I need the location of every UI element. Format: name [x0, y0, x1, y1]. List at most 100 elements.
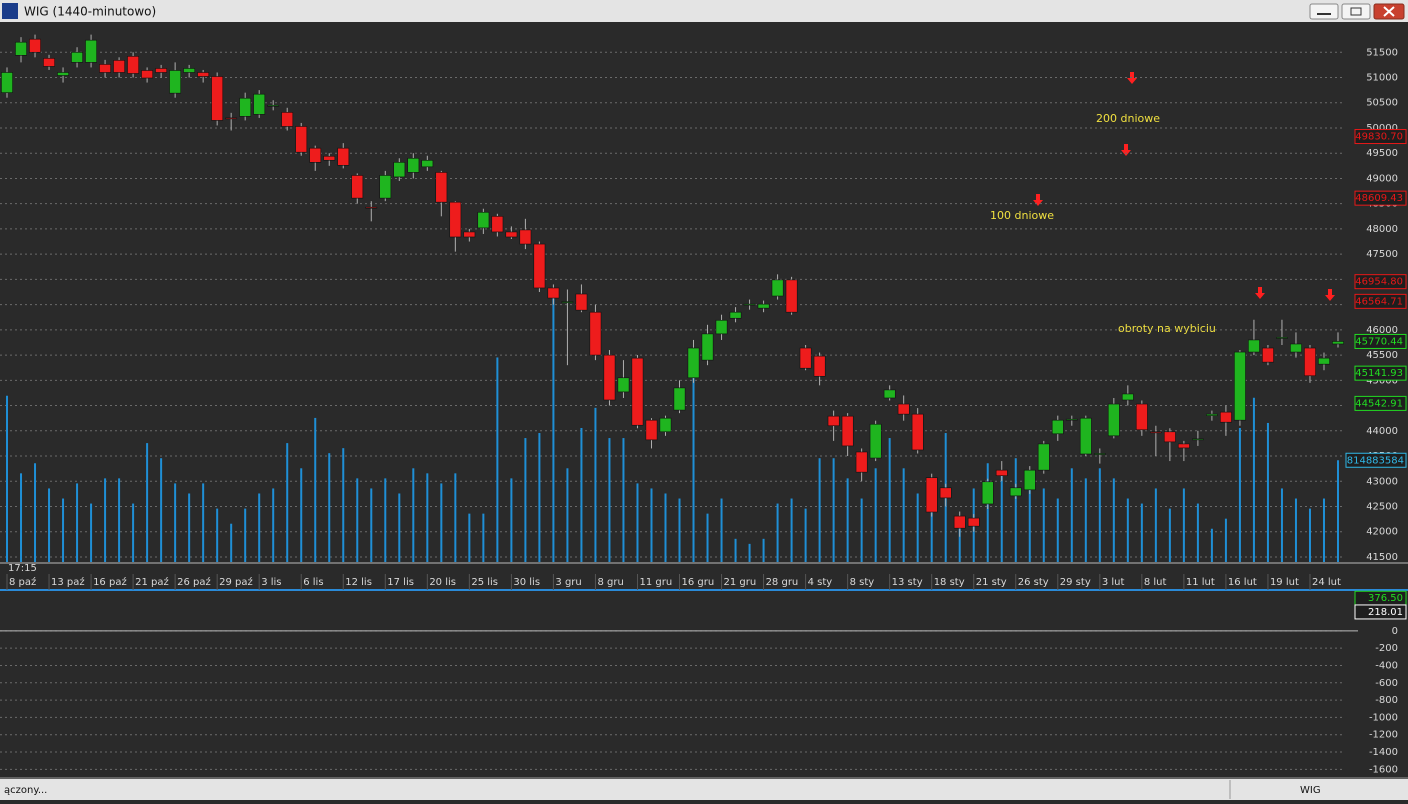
volume-bar: [622, 438, 625, 562]
price-tag: [1354, 293, 1407, 309]
x-tick-label: 3 lis: [261, 577, 281, 588]
x-tick-label: 8 paź: [9, 576, 36, 588]
status-right: WIG: [1300, 785, 1321, 796]
volume-bar: [1336, 460, 1339, 562]
candle-body: [953, 515, 966, 529]
y-tick-label: 48000: [1366, 224, 1398, 235]
candle-body: [533, 243, 546, 289]
y-tick-label: 0: [1392, 626, 1398, 637]
y-tick-label: 45500: [1366, 350, 1398, 361]
volume-bar: [1308, 508, 1311, 562]
volume-bar: [692, 352, 695, 562]
x-tick-label: 11 gru: [639, 577, 672, 588]
x-tick-label: 13 paź: [51, 576, 85, 588]
candle-body: [547, 287, 560, 299]
y-tick-label: -600: [1375, 678, 1398, 689]
volume-bar: [804, 508, 807, 562]
volume-bar: [146, 443, 149, 562]
volume-bar: [188, 493, 191, 562]
x-tick-label: 3 lut: [1102, 577, 1125, 588]
volume-bar: [1112, 478, 1115, 562]
x-tick-label: 29 paź: [219, 576, 253, 588]
x-tick-label: 12 lis: [345, 577, 372, 588]
volume-bar: [328, 453, 331, 562]
arrow: [1325, 289, 1335, 301]
volume-bar: [20, 473, 23, 562]
volume-bar: [48, 488, 51, 562]
volume-bar: [524, 438, 527, 562]
app-icon: [2, 3, 18, 19]
candle-body: [505, 231, 518, 238]
x-tick-label: 26 sty: [1018, 577, 1049, 588]
volume-bar: [412, 468, 415, 562]
volume-bar: [34, 463, 37, 562]
candle-body: [449, 201, 462, 238]
y-tick-label: -800: [1375, 695, 1398, 706]
candle-body: [603, 354, 616, 401]
x-tick-label: 28 gru: [766, 577, 799, 588]
volume-bar: [230, 523, 233, 562]
volume-bar: [1070, 468, 1073, 562]
volume-bar: [286, 443, 289, 562]
x-tick-label: 8 lut: [1144, 577, 1167, 588]
volume-bar: [748, 543, 751, 562]
candle-body: [169, 70, 182, 94]
maximize-icon: [1350, 7, 1362, 16]
volume-bar: [454, 473, 457, 562]
price-tag-label: 218.01: [1368, 607, 1403, 618]
candle-body: [1304, 347, 1316, 377]
candle-body: [589, 311, 602, 356]
x-tick-label: 16 gru: [682, 577, 715, 588]
volume-bar: [734, 538, 737, 562]
volume-bar: [1252, 397, 1255, 562]
volume-bar: [664, 493, 667, 562]
price-tag: [1354, 333, 1407, 349]
candle-body: [911, 413, 924, 451]
candle-body: [967, 517, 980, 527]
volume-bar: [272, 488, 275, 562]
candle-body: [673, 387, 686, 411]
candle-body: [1332, 341, 1344, 345]
volume-bar: [76, 483, 79, 562]
candle-body: [1065, 418, 1078, 421]
candle-body: [15, 41, 27, 56]
volume-bar: [580, 427, 583, 562]
x-tick-label: 8 sty: [850, 577, 875, 588]
volume-bar: [1224, 518, 1227, 562]
maximize-button[interactable]: [1341, 3, 1371, 20]
candle-body: [463, 231, 476, 238]
candle-body: [113, 60, 125, 73]
volume-bar: [1014, 458, 1017, 562]
candle-body: [813, 355, 826, 377]
volume-bar: [790, 498, 793, 562]
volume-tag-label: 814883584: [1347, 455, 1404, 466]
volume-bar: [594, 407, 597, 562]
volume-bar: [720, 498, 723, 562]
volume-bar: [874, 468, 877, 562]
volume-bar: [1140, 503, 1143, 562]
volume-bar: [678, 498, 681, 562]
volume-tag: [1345, 452, 1407, 468]
y-tick-label: -200: [1375, 643, 1398, 654]
candle-body: [491, 215, 504, 233]
price-tag: [1354, 395, 1407, 411]
price-tag-label: 49830.70: [1355, 132, 1403, 143]
candle-body: [1234, 351, 1246, 421]
candle-body: [939, 487, 952, 499]
candle-body: [337, 147, 350, 166]
y-tick-label: 49500: [1366, 148, 1398, 159]
candle-body: [211, 76, 224, 121]
volume-bar: [552, 297, 555, 562]
minimize-button[interactable]: [1309, 3, 1339, 20]
volume-bar: [762, 538, 765, 562]
candle-body: [645, 419, 658, 441]
candle-body: [883, 389, 896, 399]
annotation: obroty na wybiciu: [1118, 322, 1216, 335]
candle-body: [421, 159, 434, 168]
candle-body: [729, 311, 742, 319]
y-tick-label: -1000: [1369, 712, 1398, 723]
volume-bar: [398, 493, 401, 562]
y-tick-label: -1400: [1369, 747, 1398, 758]
candle-body: [141, 70, 154, 79]
